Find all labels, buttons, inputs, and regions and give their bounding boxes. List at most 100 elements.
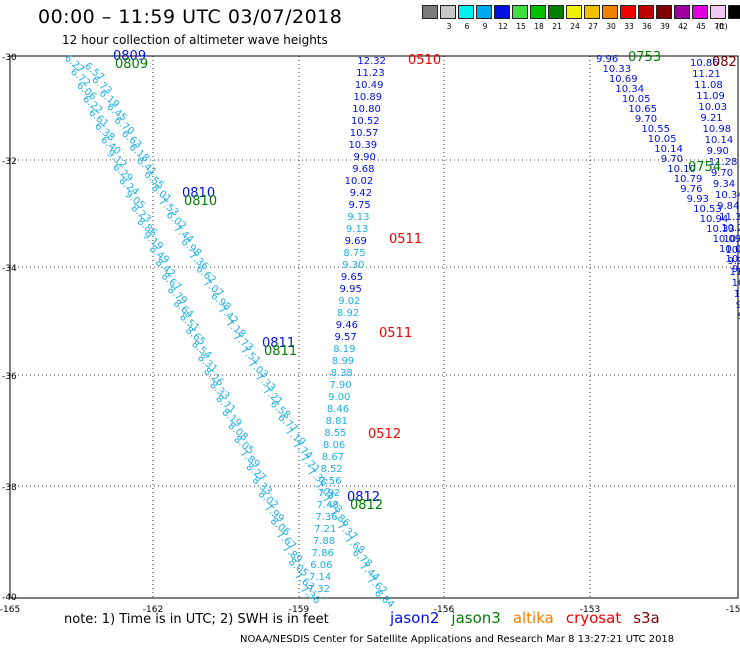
wave-height-value: 9.96: [596, 54, 618, 65]
pass-time-label: 0754: [688, 160, 721, 175]
graticule: [10, 56, 738, 598]
satellite-legend: jason2 jason3 altika cryosat s3a: [390, 609, 672, 627]
wave-height-value: 9.70: [635, 114, 657, 125]
wave-height-value: 12.32: [357, 56, 386, 67]
wave-height-value: 6.84: [372, 588, 396, 611]
wave-height-value: 7.36: [315, 512, 337, 523]
wave-height-value: 7.14: [309, 572, 331, 583]
legend-entry-s3a: s3a: [633, 609, 660, 627]
wave-height-value: 9.: [738, 311, 740, 322]
wave-height-value: 8.46: [327, 404, 349, 415]
pass-time-label: 0810: [184, 194, 217, 209]
pass-time-label: 082: [712, 55, 737, 70]
wave-height-value: 11.08: [694, 80, 723, 91]
wave-height-value: 9.42: [350, 188, 372, 199]
wave-height-value: 10.2: [725, 245, 740, 256]
wave-height-value: 10.69: [609, 74, 638, 85]
wave-height-value: 9.30: [342, 260, 364, 271]
wave-height-value: 10.14: [705, 135, 734, 146]
wave-height-value: 9.21: [700, 113, 722, 124]
wave-height-value: 10.03: [698, 102, 727, 113]
wave-height-value: 11.09: [696, 91, 725, 102]
pass-time-label: 0510: [408, 53, 441, 68]
wave-height-value: 7.21: [314, 524, 336, 535]
wave-height-value: 10.05: [648, 134, 677, 145]
lon-tick-label: -162: [143, 605, 163, 615]
wave-height-value: 9.68: [352, 164, 374, 175]
pass-time-label: 0511: [379, 326, 412, 341]
wave-height-value: 11.21: [692, 69, 721, 80]
wave-height-value: 10.49: [355, 80, 384, 91]
wave-height-value: 7.48: [317, 500, 339, 511]
wave-height-value: 10.55: [641, 124, 670, 135]
scale-label: 45: [696, 22, 706, 31]
wave-height-value: 7.88: [313, 536, 335, 547]
wave-height-value: 8.38: [331, 368, 353, 379]
wave-height-value: 9.75: [348, 200, 370, 211]
scale-label: 24: [570, 22, 580, 31]
scale-label: 15: [516, 22, 526, 31]
scale-swatch: [710, 5, 726, 19]
scale-swatch: [476, 5, 492, 19]
scale-swatch: [494, 5, 510, 19]
wave-height-value: 8.99: [332, 356, 354, 367]
scale-swatch: [674, 5, 690, 19]
lat-tick-label: -34: [2, 264, 17, 274]
lat-tick-label: -30: [2, 53, 17, 63]
wave-height-value: 9.00: [328, 392, 350, 403]
wave-height-value: 9.95: [340, 284, 362, 295]
wave-height-value: 8.92: [337, 308, 359, 319]
scale-swatch: [728, 5, 740, 19]
wave-height-value: 10.89: [354, 92, 383, 103]
pass-time-label: 0811: [262, 336, 295, 351]
pass-time-label: 0809: [115, 57, 148, 72]
scale-label: 36: [642, 22, 652, 31]
lat-tick-label: -32: [2, 157, 17, 167]
scale-label: 18: [534, 22, 544, 31]
scale-label: 30: [606, 22, 616, 31]
wave-height-value: 7.56: [319, 476, 341, 487]
wave-height-value: 9.73: [732, 264, 740, 275]
wave-height-value: 9.13: [347, 212, 369, 223]
wave-height-value: 9.84: [717, 201, 739, 212]
wave-height-value: 10.4: [734, 289, 740, 300]
tick-labels: -30 -32 -34 -36 -38 -40 -165 -162 -159 -156 -153 -1…: [0, 53, 740, 615]
scale-label: 21: [552, 22, 562, 31]
wave-height-value: 10.08: [719, 244, 740, 255]
scale-label: 39: [660, 22, 670, 31]
wave-height-value: 9.90: [354, 152, 376, 163]
wave-height-value: 10.65: [628, 104, 657, 115]
wave-height-value: 9.46: [336, 320, 358, 331]
wave-height-value: 10.02: [345, 176, 374, 187]
wave-height-value: 10.94: [700, 214, 729, 225]
pass-time-label: 0809: [113, 49, 146, 64]
scale-swatch: [548, 5, 564, 19]
footer-note: note: 1) Time is in UTC; 2) SWH is in fe…: [64, 612, 329, 627]
lon-tick-label: -153: [580, 605, 600, 615]
lon-tick-label: -150: [726, 605, 740, 615]
wave-height-value: 7.32: [308, 584, 330, 595]
wave-height-value: 11.23: [356, 68, 385, 79]
legend-entry-altika: altika: [512, 609, 554, 627]
wave-height-value: 10.05: [622, 94, 651, 105]
wave-height-value: 8.19: [333, 344, 355, 355]
wave-height-value: 7.90: [329, 380, 351, 391]
wave-height-value: 9.02: [338, 296, 360, 307]
wave-height-value: 10.2: [723, 234, 740, 245]
wave-height-value: 9.76: [680, 184, 702, 195]
wave-height-value: 9.9: [728, 256, 740, 267]
wave-height-value: 9.93: [687, 194, 709, 205]
wave-height-value: 9.70: [661, 154, 683, 165]
scale-swatch: [620, 5, 636, 19]
wave-height-value: 10.40: [732, 278, 740, 289]
wave-height-value: 9.90: [707, 146, 729, 157]
wave-height-value: 10.57: [350, 128, 379, 139]
scale-label: 6: [464, 22, 470, 31]
scale-swatch: [584, 5, 600, 19]
scale-label: 9: [482, 22, 488, 31]
scale-label: 70: [714, 22, 724, 31]
lat-tick-label: -36: [2, 372, 17, 382]
wave-height-value: 10.80: [352, 104, 381, 115]
wave-height-value: 9.70: [711, 168, 733, 179]
